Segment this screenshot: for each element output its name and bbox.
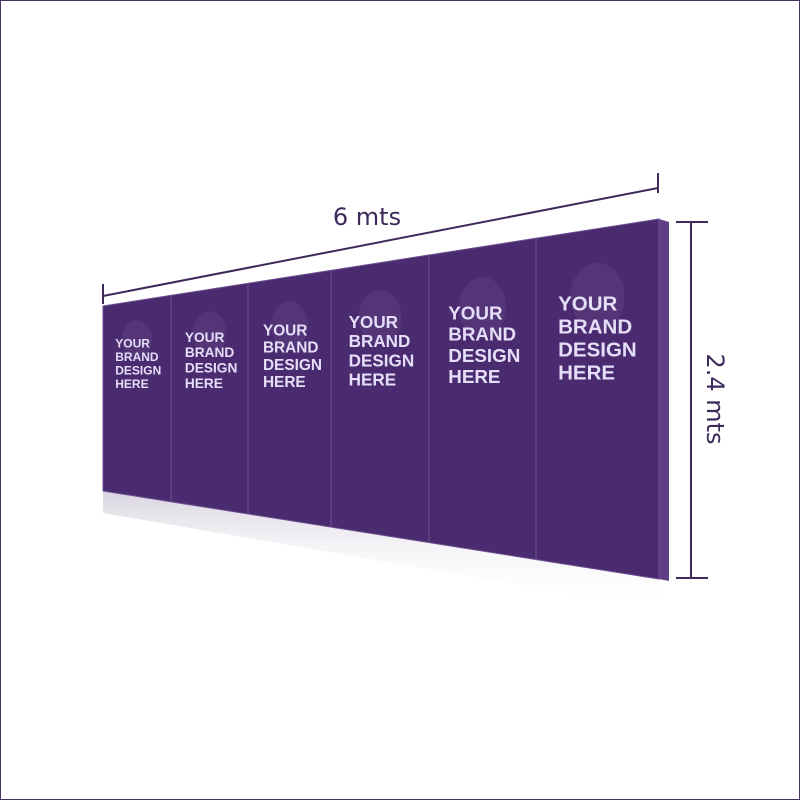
brand-text-line: YOUR xyxy=(115,337,150,351)
brand-placeholder-text: YOUR BRAND DESIGN HERE xyxy=(349,313,415,389)
width-dimension: 6 mts xyxy=(102,173,659,304)
brand-placeholder-text: YOUR BRAND DESIGN HERE xyxy=(115,337,161,391)
brand-text-line: DESIGN xyxy=(115,364,161,378)
brand-text-line: DESIGN xyxy=(349,351,415,370)
backdrop-panel xyxy=(535,218,660,580)
brand-text-line: BRAND xyxy=(558,315,632,338)
brand-placeholder-text: YOUR BRAND DESIGN HERE xyxy=(263,322,322,391)
brand-text-line: BRAND xyxy=(185,345,235,360)
width-label: 6 mts xyxy=(333,203,401,231)
brand-text-line: YOUR xyxy=(349,313,398,332)
brand-text-line: BRAND xyxy=(115,350,159,364)
brand-text-line: DESIGN xyxy=(448,345,520,366)
brand-text-line: HERE xyxy=(185,376,223,391)
brand-text-line: YOUR xyxy=(558,292,617,315)
floor-reflection xyxy=(103,491,659,609)
panel-photo-face xyxy=(122,320,152,360)
brand-text-line: BRAND xyxy=(349,332,411,351)
panel-photo-face xyxy=(458,277,507,338)
brand-text-line: HERE xyxy=(349,370,397,389)
height-dimension: 2.4 mts xyxy=(676,221,729,579)
brand-placeholder-text: YOUR BRAND DESIGN HERE xyxy=(185,330,237,391)
brand-text-line: BRAND xyxy=(448,324,516,345)
width-dimension-line xyxy=(102,187,659,297)
panel-photo-face xyxy=(358,289,402,345)
brand-text-line: HERE xyxy=(115,377,148,391)
brand-text-line: YOUR xyxy=(185,330,225,345)
height-label: 2.4 mts xyxy=(701,353,729,444)
brand-placeholder-text: YOUR BRAND DESIGN HERE xyxy=(558,292,637,384)
panel-photo-face xyxy=(570,262,625,331)
panel-photo-face xyxy=(271,301,308,350)
brand-text-line: HERE xyxy=(263,374,306,391)
brand-placeholder-text: YOUR BRAND DESIGN HERE xyxy=(448,303,520,387)
brand-text-line: HERE xyxy=(448,366,500,387)
brand-text-line: HERE xyxy=(558,361,615,384)
brand-text-line: BRAND xyxy=(263,340,319,357)
brand-text-line: DESIGN xyxy=(558,338,637,361)
wall-side-edge xyxy=(659,219,669,581)
brand-text-line: YOUR xyxy=(448,303,503,324)
brand-text-line: DESIGN xyxy=(185,360,237,375)
panel-photo-face xyxy=(192,311,227,355)
brand-text-line: DESIGN xyxy=(263,357,322,374)
brand-text-line: YOUR xyxy=(263,322,307,339)
